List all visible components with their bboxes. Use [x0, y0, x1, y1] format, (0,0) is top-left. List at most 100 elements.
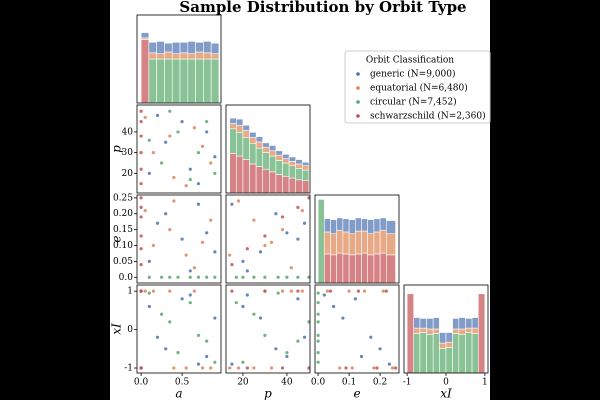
legend-label: generic (N=9,000)	[370, 69, 456, 80]
panel-frame	[136, 194, 222, 284]
scatter-point	[230, 289, 234, 293]
scatter-point	[300, 208, 304, 213]
scatter-point	[139, 205, 143, 209]
scatter-point	[147, 275, 151, 279]
scatter-point	[252, 366, 256, 370]
histogram-bar	[452, 333, 460, 374]
scatter-point	[168, 289, 172, 293]
histogram-bar	[179, 52, 189, 60]
legend-title: Orbit Classification	[366, 56, 454, 66]
histogram-bar	[295, 168, 303, 181]
histogram-bar	[171, 53, 181, 60]
histogram-bar	[203, 52, 212, 60]
scatter-point	[184, 184, 188, 188]
scatter-point	[316, 301, 320, 305]
scatter-point	[188, 167, 192, 171]
histogram-bar	[164, 42, 173, 53]
histogram-bar	[195, 41, 204, 53]
scatter-point	[280, 289, 285, 293]
histogram-bar	[354, 217, 362, 232]
scatter-point	[230, 202, 234, 206]
scatter-point	[147, 138, 151, 142]
y-tick-label: 0.25	[113, 193, 133, 203]
scatter-point	[269, 366, 274, 370]
scatter-point	[139, 262, 143, 267]
scatter-point	[338, 366, 342, 370]
histogram-bar	[348, 219, 356, 235]
scatter-point	[164, 347, 168, 351]
histogram-bar	[262, 142, 270, 148]
scatter-point	[245, 293, 249, 297]
scatter-point	[300, 289, 304, 293]
scatter-point	[375, 366, 379, 370]
histogram-bar	[140, 32, 150, 39]
scatter-point	[176, 351, 180, 355]
y-axis-label: e	[110, 235, 124, 242]
histogram-bar	[210, 42, 220, 55]
histogram-bar	[458, 317, 466, 330]
y-tick-label: -1	[124, 364, 133, 374]
scatter-point	[155, 113, 160, 117]
histogram-bar	[229, 123, 237, 130]
scatter-point	[263, 289, 267, 293]
scatter-point	[147, 171, 151, 175]
panel-frame	[314, 284, 400, 374]
histogram-bar	[302, 169, 310, 181]
scatter-point	[252, 275, 256, 279]
histogram-bar	[295, 163, 303, 169]
scatter-point	[164, 212, 168, 216]
scatter-point	[139, 234, 143, 238]
scatter-point	[285, 275, 289, 279]
scatter-point	[213, 316, 217, 320]
histogram-bar	[171, 41, 181, 55]
panel-frame	[225, 284, 311, 374]
x-axis-label: p	[264, 387, 272, 400]
scatter-point	[172, 199, 176, 203]
scatter-point	[139, 215, 143, 219]
scatter-point	[205, 339, 209, 343]
x-tick-label: 0.2	[373, 378, 387, 388]
histogram-bar	[249, 143, 257, 165]
histogram-bar	[465, 318, 473, 329]
legend-label: circular (N=7,452)	[370, 97, 457, 108]
scatter-point	[168, 320, 172, 324]
scatter-point	[316, 320, 320, 324]
histogram-bar	[379, 229, 387, 254]
scatter-point	[285, 231, 289, 235]
histogram-bar	[323, 231, 331, 255]
histogram-bar	[385, 233, 396, 256]
scatter-point	[192, 266, 196, 270]
histogram-bar	[452, 328, 460, 334]
scatter-point	[230, 262, 234, 267]
histogram-bar	[242, 130, 250, 138]
histogram-bar	[330, 233, 337, 256]
histogram-bar	[229, 128, 237, 154]
histogram-bar	[385, 254, 396, 284]
x-tick-label: 1	[482, 378, 488, 388]
scatter-point	[188, 177, 192, 182]
histogram-bar	[336, 229, 344, 254]
histogram-bar	[317, 199, 325, 284]
scatter-point	[296, 297, 300, 301]
scatter-point	[280, 215, 285, 219]
histogram-bar	[156, 53, 165, 60]
histogram-bar	[236, 118, 244, 126]
scatter-point	[205, 130, 209, 134]
histogram-bar	[288, 165, 297, 179]
histogram-bar	[439, 342, 447, 349]
histogram-bar	[302, 165, 310, 171]
histogram-bar	[471, 333, 479, 374]
histogram-bar	[419, 318, 427, 329]
scatter-point	[269, 240, 274, 244]
histogram-bar	[187, 41, 196, 55]
scatter-point	[296, 289, 300, 293]
scatter-point	[200, 366, 205, 370]
scatter-point	[263, 234, 267, 238]
histogram-bar	[361, 252, 368, 284]
x-tick-label: 20	[237, 378, 249, 388]
histogram-bar	[471, 317, 479, 329]
x-tick-label: 0.0	[134, 378, 149, 388]
histogram-bar	[426, 333, 434, 374]
scatter-point	[139, 109, 143, 113]
scatter-point	[263, 275, 267, 279]
